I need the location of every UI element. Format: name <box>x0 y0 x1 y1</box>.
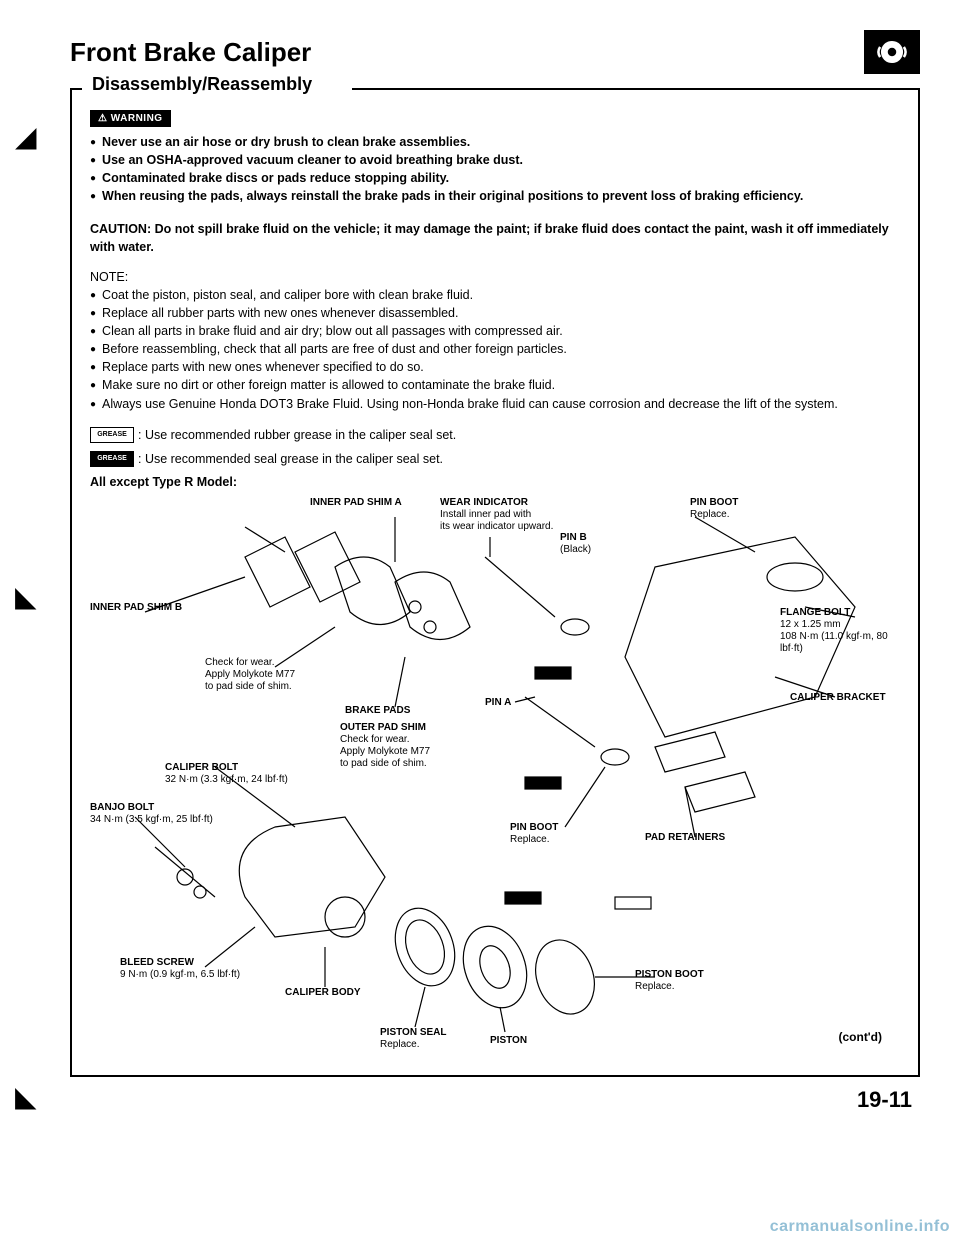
label-piston-boot: PISTON BOOT Replace. <box>635 969 704 993</box>
page-number: 19-11 <box>70 1087 920 1113</box>
note-item: Replace all rubber parts with new ones w… <box>90 304 900 322</box>
warning-item: Use an OSHA-approved vacuum cleaner to a… <box>90 151 900 169</box>
note-item: Coat the piston, piston seal, and calipe… <box>90 286 900 304</box>
label-outer-pad-shim: OUTER PAD SHIM Check for wear.Apply Moly… <box>340 722 430 770</box>
label-pin-a: PIN A <box>485 697 511 709</box>
warning-item: When reusing the pads, always reinstall … <box>90 187 900 205</box>
binding-mark-icon: ◢ <box>15 120 37 153</box>
caution-text: CAUTION: Do not spill brake fluid on the… <box>90 220 900 256</box>
grease-tube-filled-icon: GREASE <box>90 451 134 467</box>
manual-page: ◢ ◣ ◣ Front Brake Caliper Disassembly/Re… <box>0 0 960 1242</box>
label-check-wear: Check for wear.Apply Molykote M77to pad … <box>205 657 295 693</box>
label-caliper-body: CALIPER BODY <box>285 987 361 999</box>
label-pin-boot-top: PIN BOOT Replace. <box>690 497 738 521</box>
section-frame: Disassembly/Reassembly ⚠ WARNING Never u… <box>70 88 920 1077</box>
grease-seal-line: GREASE : Use recommended seal grease in … <box>90 451 900 467</box>
grease-rubber-line: GREASE : Use recommended rubber grease i… <box>90 427 900 443</box>
label-brake-pads: BRAKE PADS <box>345 705 410 717</box>
label-inner-pad-shim-a: INNER PAD SHIM A <box>310 497 402 509</box>
exploded-diagram: INNER PAD SHIM A INNER PAD SHIM B WEAR I… <box>90 497 900 1057</box>
label-piston-seal: PISTON SEAL Replace. <box>380 1027 447 1051</box>
note-label: NOTE: <box>90 270 900 284</box>
page-header: Front Brake Caliper <box>70 30 920 74</box>
binding-mark-icon: ◣ <box>15 1080 37 1113</box>
label-bleed-screw: BLEED SCREW 9 N·m (0.9 kgf·m, 6.5 lbf·ft… <box>120 957 240 981</box>
grease-tube-icon: GREASE <box>90 427 134 443</box>
model-label: All except Type R Model: <box>90 475 900 489</box>
note-item: Clean all parts in brake fluid and air d… <box>90 322 900 340</box>
label-pad-retainers: PAD RETAINERS <box>645 832 725 844</box>
label-caliper-bracket: CALIPER BRACKET <box>790 692 886 704</box>
page-title: Front Brake Caliper <box>70 37 311 68</box>
label-wear-indicator: WEAR INDICATOR Install inner pad withits… <box>440 497 553 533</box>
label-pin-boot-mid: PIN BOOT Replace. <box>510 822 558 846</box>
note-item: Replace parts with new ones whenever spe… <box>90 358 900 376</box>
note-item: Always use Genuine Honda DOT3 Brake Flui… <box>90 395 900 413</box>
notes-list: Coat the piston, piston seal, and calipe… <box>90 286 900 413</box>
watermark: carmanualsonline.info <box>770 1218 950 1236</box>
warning-tag: ⚠ WARNING <box>90 110 171 127</box>
note-item: Before reassembling, check that all part… <box>90 340 900 358</box>
warning-item: Contaminated brake discs or pads reduce … <box>90 169 900 187</box>
note-item: Make sure no dirt or other foreign matte… <box>90 376 900 394</box>
label-caliper-bolt: CALIPER BOLT 32 N·m (3.3 kgf·m, 24 lbf·f… <box>165 762 288 786</box>
brake-icon <box>864 30 920 74</box>
section-label: Disassembly/Reassembly <box>84 74 320 95</box>
warning-item: Never use an air hose or dry brush to cl… <box>90 133 900 151</box>
binding-mark-icon: ◣ <box>15 580 37 613</box>
label-pin-b: PIN B (Black) <box>560 532 591 556</box>
label-banjo-bolt: BANJO BOLT 34 N·m (3.5 kgf·m, 25 lbf·ft) <box>90 802 213 826</box>
label-inner-pad-shim-b: INNER PAD SHIM B <box>90 602 182 614</box>
warning-list: Never use an air hose or dry brush to cl… <box>90 133 900 206</box>
label-piston: PISTON <box>490 1035 527 1047</box>
label-flange-bolt: FLANGE BOLT 12 x 1.25 mm108 N·m (11.0 kg… <box>780 607 900 655</box>
grease-rubber-text: : Use recommended rubber grease in the c… <box>138 428 456 442</box>
contd-text: (cont'd) <box>838 1030 882 1044</box>
grease-seal-text: : Use recommended seal grease in the cal… <box>138 452 443 466</box>
